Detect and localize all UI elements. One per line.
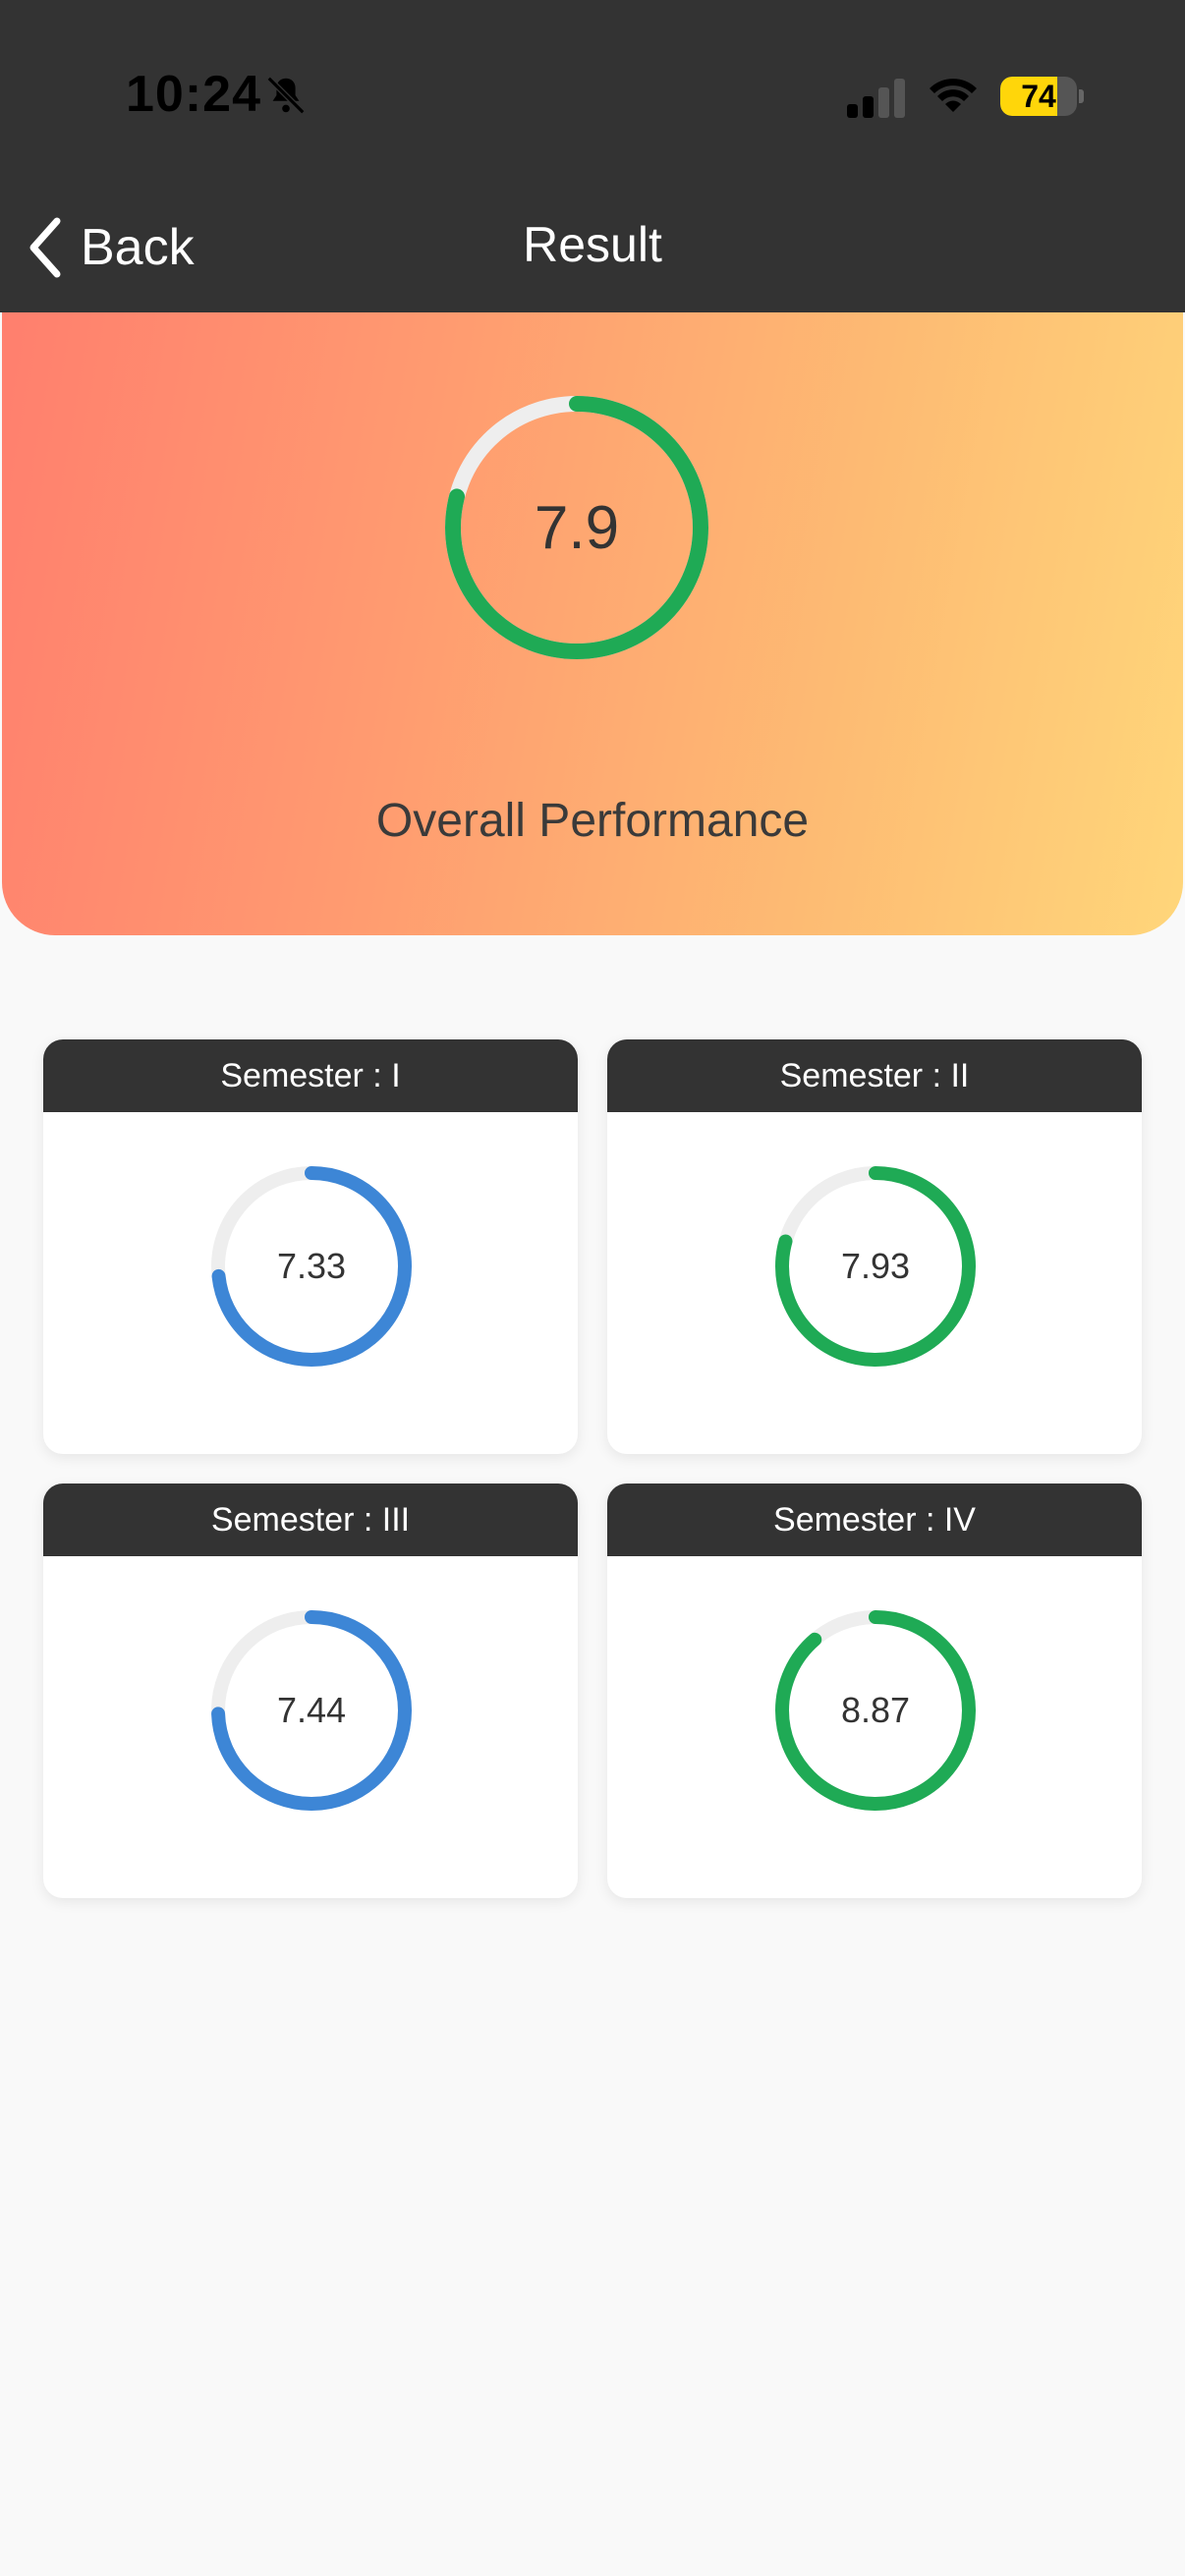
back-label: Back <box>81 219 195 276</box>
battery-level: 74 <box>1021 78 1056 114</box>
semester-card[interactable]: Semester : III 7.44 <box>43 1484 578 1898</box>
semester-card[interactable]: Semester : I 7.33 <box>43 1039 578 1454</box>
ring-progress <box>775 1166 976 1367</box>
semester-progress-ring <box>775 1166 976 1367</box>
semester-score: 7.44 <box>276 1690 347 1730</box>
battery-indicator: 74 <box>1000 77 1077 116</box>
status-time: 10:24 <box>126 66 261 123</box>
semester-score: 7.93 <box>840 1246 911 1286</box>
semester-title: Semester : IV <box>607 1484 1142 1556</box>
top-bar: 10:24 74 Back Result <box>0 0 1185 312</box>
ring-progress <box>211 1610 412 1811</box>
ring-progress <box>445 396 708 659</box>
wifi-icon <box>930 79 977 112</box>
overall-score: 7.9 <box>534 493 620 562</box>
battery-fill <box>1000 77 1057 116</box>
semester-progress-ring <box>211 1166 412 1367</box>
semester-progress-ring <box>775 1610 976 1811</box>
semester-score: 8.87 <box>840 1690 911 1730</box>
ring-progress <box>211 1166 412 1367</box>
overall-progress-ring <box>445 396 708 659</box>
semester-title: Semester : I <box>43 1039 578 1112</box>
battery-nub <box>1079 89 1084 103</box>
semester-progress-ring <box>211 1610 412 1811</box>
bell-slash-icon <box>266 76 306 115</box>
ring-progress <box>775 1610 976 1811</box>
cellular-signal-icon <box>847 79 905 118</box>
chevron-left-icon <box>29 217 61 278</box>
semester-score: 7.33 <box>276 1246 347 1286</box>
semester-title: Semester : II <box>607 1039 1142 1112</box>
page-title: Result <box>523 217 662 272</box>
semester-card[interactable]: Semester : II 7.93 <box>607 1039 1142 1454</box>
semester-card[interactable]: Semester : IV 8.87 <box>607 1484 1142 1898</box>
overall-performance-panel <box>2 312 1183 935</box>
semester-title: Semester : III <box>43 1484 578 1556</box>
overall-label: Overall Performance <box>375 795 810 847</box>
back-button[interactable]: Back <box>24 208 195 287</box>
